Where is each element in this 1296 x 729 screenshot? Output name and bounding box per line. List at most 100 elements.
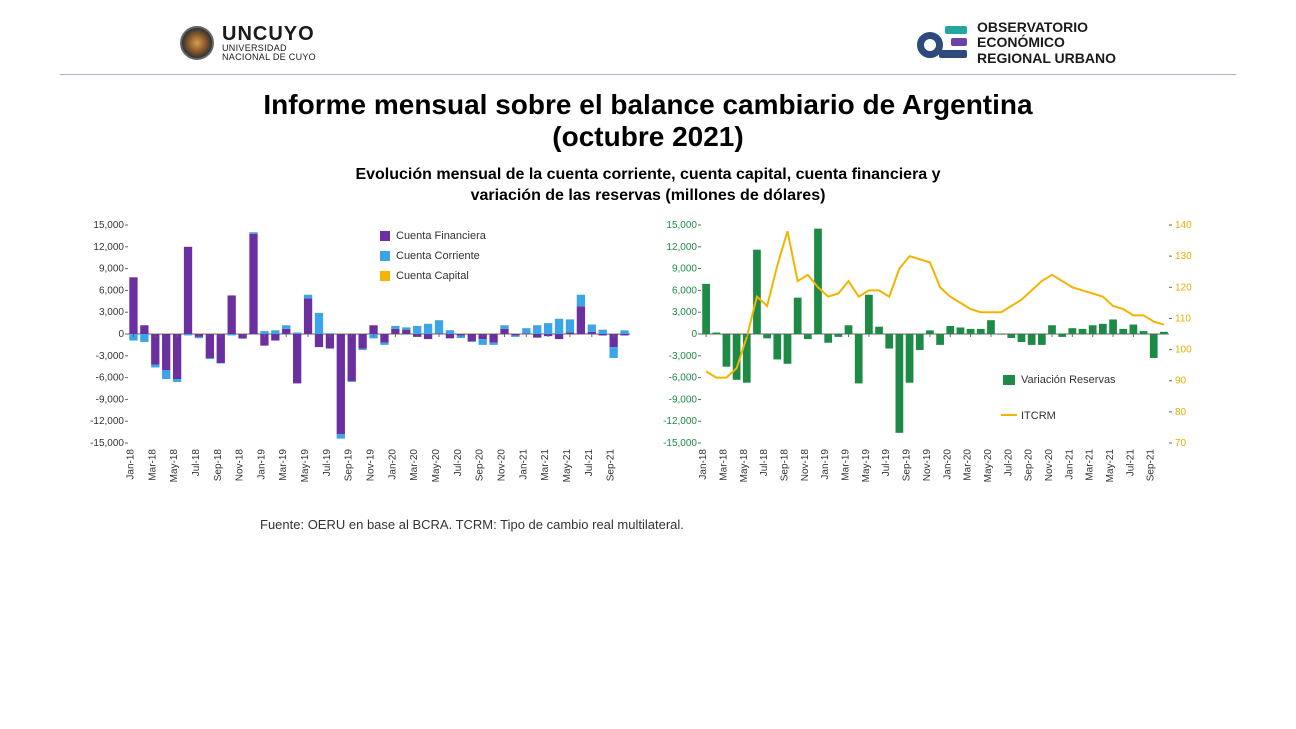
svg-text:100: 100 <box>1175 344 1192 355</box>
svg-text:May-19: May-19 <box>300 448 311 482</box>
svg-text:-15,000: -15,000 <box>90 438 124 449</box>
right-chart: -15,000 -12,000 -9,000 -6,000 -3,000 0 3,000 6,… <box>653 215 1216 505</box>
svg-text:Jul-21: Jul-21 <box>584 448 595 476</box>
svg-text:-15,000: -15,000 <box>663 438 697 449</box>
svg-text:Nov-20: Nov-20 <box>497 448 508 481</box>
svg-text:15,000: 15,000 <box>93 220 124 231</box>
svg-text:-6,000: -6,000 <box>96 372 125 383</box>
svg-text:May-21: May-21 <box>1105 448 1116 482</box>
svg-text:Jan-20: Jan-20 <box>387 448 398 479</box>
svg-text:Variación Reservas: Variación Reservas <box>1021 374 1116 386</box>
svg-text:Nov-18: Nov-18 <box>800 448 811 481</box>
svg-text:Sep-20: Sep-20 <box>1024 448 1035 481</box>
subtitle-line2: variación de las reservas (millones de d… <box>471 187 826 204</box>
svg-text:Jan-21: Jan-21 <box>518 448 529 479</box>
logo-right-line2: ECONÓMICO <box>977 35 1116 50</box>
svg-text:Cuenta Capital: Cuenta Capital <box>396 270 469 282</box>
title-line2: (octubre 2021) <box>552 121 743 152</box>
svg-text:Jul-21: Jul-21 <box>1125 448 1136 476</box>
svg-text:Jan-18: Jan-18 <box>698 448 709 479</box>
left-chart-svg: -15,000 -12,000 -9,000 -6,000 -3,000 0 3,000 6,… <box>80 215 640 505</box>
observatorio-icon <box>923 24 967 62</box>
subtitle-line1: Evolución mensual de la cuenta corriente… <box>355 166 940 183</box>
svg-text:Nov-18: Nov-18 <box>235 448 246 481</box>
logo-observatorio: OBSERVATORIO ECONÓMICO REGIONAL URBANO <box>923 20 1116 66</box>
svg-text:Mar-18: Mar-18 <box>147 448 158 480</box>
svg-text:70: 70 <box>1175 438 1187 449</box>
svg-text:3,000: 3,000 <box>672 307 697 318</box>
svg-text:Mar-21: Mar-21 <box>1085 448 1096 480</box>
seal-icon <box>180 26 214 60</box>
svg-text:6,000: 6,000 <box>672 285 697 296</box>
svg-text:May-21: May-21 <box>562 448 573 482</box>
svg-text:Jan-20: Jan-20 <box>942 448 953 479</box>
svg-text:3,000: 3,000 <box>99 307 124 318</box>
svg-text:-9,000: -9,000 <box>669 394 698 405</box>
svg-text:Jan-21: Jan-21 <box>1064 448 1075 479</box>
svg-text:Sep-18: Sep-18 <box>779 448 790 481</box>
svg-text:Jan-19: Jan-19 <box>256 448 267 479</box>
svg-text:6,000: 6,000 <box>99 285 124 296</box>
svg-text:Jan-19: Jan-19 <box>820 448 831 479</box>
svg-text:Jul-20: Jul-20 <box>453 448 464 476</box>
logo-uncuyo-big: UNCUYO <box>222 24 316 44</box>
svg-text:-3,000: -3,000 <box>96 351 125 362</box>
svg-text:Sep-19: Sep-19 <box>902 448 913 481</box>
svg-text:0: 0 <box>691 329 697 340</box>
header: UNCUYO UNIVERSIDAD NACIONAL DE CUYO OBSE… <box>60 20 1236 75</box>
svg-text:-6,000: -6,000 <box>669 372 698 383</box>
svg-text:Cuenta Corriente: Cuenta Corriente <box>396 250 480 262</box>
svg-text:Jul-20: Jul-20 <box>1003 448 1014 476</box>
svg-text:Sep-20: Sep-20 <box>475 448 486 481</box>
logo-uncuyo: UNCUYO UNIVERSIDAD NACIONAL DE CUYO <box>180 24 316 62</box>
svg-text:-12,000: -12,000 <box>90 416 124 427</box>
svg-text:Mar-20: Mar-20 <box>963 448 974 480</box>
footnote: Fuente: OERU en base al BCRA. TCRM: Tipo… <box>60 517 1236 532</box>
svg-text:80: 80 <box>1175 407 1187 418</box>
svg-text:Nov-19: Nov-19 <box>366 448 377 481</box>
svg-text:Mar-19: Mar-19 <box>278 448 289 480</box>
chart-subtitle: Evolución mensual de la cuenta corriente… <box>60 165 1236 207</box>
svg-text:-9,000: -9,000 <box>96 394 125 405</box>
svg-text:May-20: May-20 <box>431 448 442 482</box>
svg-text:Jul-18: Jul-18 <box>759 448 770 476</box>
page-title: Informe mensual sobre el balance cambiar… <box>60 89 1236 153</box>
svg-text:90: 90 <box>1175 375 1187 386</box>
svg-text:May-18: May-18 <box>739 448 750 482</box>
svg-text:110: 110 <box>1175 313 1191 324</box>
left-chart: -15,000 -12,000 -9,000 -6,000 -3,000 0 3,000 6,… <box>80 215 643 505</box>
svg-text:Mar-21: Mar-21 <box>540 448 551 480</box>
svg-text:May-18: May-18 <box>169 448 180 482</box>
logo-uncuyo-small2: NACIONAL DE CUYO <box>222 53 316 62</box>
svg-text:-12,000: -12,000 <box>663 416 697 427</box>
svg-text:Mar-19: Mar-19 <box>841 448 852 480</box>
svg-text:12,000: 12,000 <box>93 242 124 253</box>
svg-text:Jul-19: Jul-19 <box>322 448 333 476</box>
svg-text:ITCRM: ITCRM <box>1021 410 1056 422</box>
svg-text:Nov-20: Nov-20 <box>1044 448 1055 481</box>
svg-text:130: 130 <box>1175 251 1192 262</box>
svg-text:Sep-21: Sep-21 <box>606 448 617 481</box>
svg-text:12,000: 12,000 <box>666 242 697 253</box>
svg-text:Sep-21: Sep-21 <box>1146 448 1157 481</box>
logo-right-line3: REGIONAL URBANO <box>977 51 1116 66</box>
svg-text:Jan-18: Jan-18 <box>125 448 136 479</box>
svg-text:Mar-20: Mar-20 <box>409 448 420 480</box>
svg-text:Sep-18: Sep-18 <box>213 448 224 481</box>
svg-text:May-20: May-20 <box>983 448 994 482</box>
svg-text:Mar-18: Mar-18 <box>718 448 729 480</box>
svg-text:9,000: 9,000 <box>99 263 124 274</box>
title-line1: Informe mensual sobre el balance cambiar… <box>263 89 1032 120</box>
svg-text:Sep-19: Sep-19 <box>344 448 355 481</box>
svg-text:Jul-18: Jul-18 <box>191 448 202 476</box>
svg-text:Cuenta Financiera: Cuenta Financiera <box>396 230 487 242</box>
svg-text:120: 120 <box>1175 282 1192 293</box>
svg-text:140: 140 <box>1175 220 1192 231</box>
svg-text:Nov-19: Nov-19 <box>922 448 933 481</box>
svg-text:0: 0 <box>118 329 124 340</box>
svg-text:-3,000: -3,000 <box>669 351 698 362</box>
right-chart-svg: -15,000 -12,000 -9,000 -6,000 -3,000 0 3,000 6,… <box>653 215 1213 505</box>
svg-text:Jul-19: Jul-19 <box>881 448 892 476</box>
svg-text:May-19: May-19 <box>861 448 872 482</box>
svg-text:9,000: 9,000 <box>672 263 697 274</box>
